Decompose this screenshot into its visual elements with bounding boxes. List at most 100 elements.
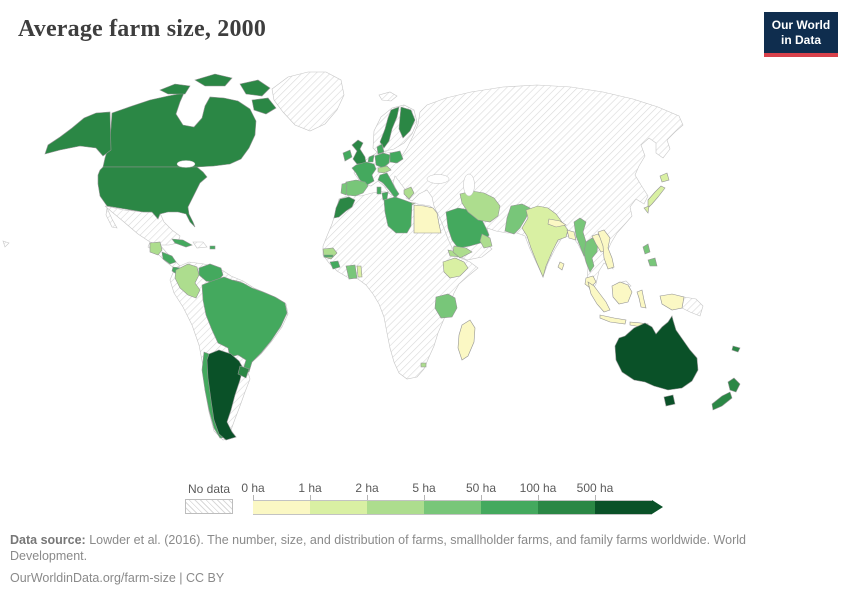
country-egypt[interactable] [413, 204, 442, 234]
legend-bucket-0–1 ha[interactable] [253, 500, 310, 515]
region-hawaii-no-data[interactable] [2, 240, 10, 248]
region-baja-no-data[interactable] [105, 206, 118, 229]
logo-line-1: Our World [771, 18, 831, 32]
data-source-text: Lowder et al. (2016). The number, size, … [10, 533, 746, 563]
country-ethiopia[interactable] [442, 257, 469, 279]
country-colombia[interactable] [174, 263, 201, 299]
country-tanzania[interactable] [434, 293, 458, 319]
legend-bucket-1–2 ha[interactable] [310, 500, 367, 515]
country-philippines-luzon[interactable] [642, 243, 651, 255]
data-source-label: Data source: [10, 533, 86, 547]
country-new-caledonia[interactable] [731, 345, 741, 353]
country-ireland[interactable] [342, 149, 353, 162]
country-japan-hokkaido[interactable] [659, 172, 670, 183]
country-france[interactable] [351, 161, 377, 186]
great-lakes [176, 160, 196, 168]
country-bangladesh[interactable] [566, 229, 577, 241]
footer-link[interactable]: OurWorldinData.org/farm-size | CC BY [10, 571, 225, 586]
legend-tick-label: 1 ha [298, 481, 322, 495]
country-italy[interactable] [377, 172, 400, 199]
country-madagascar[interactable] [457, 319, 476, 361]
region-iceland-no-data[interactable] [378, 91, 398, 102]
country-lesotho[interactable] [420, 362, 427, 368]
data-source-line: Data source: Lowder et al. (2016). The n… [10, 533, 805, 564]
country-yemen[interactable] [452, 245, 473, 259]
black-sea [426, 174, 450, 184]
legend-bucket-50–100 ha[interactable] [481, 500, 538, 515]
country-denmark[interactable] [376, 143, 385, 155]
country-libya[interactable] [383, 196, 413, 234]
legend-no-data-label: No data [187, 482, 231, 496]
country-netherlands[interactable] [367, 154, 375, 163]
country-brazil[interactable] [201, 276, 288, 373]
country-germany[interactable] [374, 152, 391, 169]
legend-no-data-block[interactable]: No data [185, 481, 233, 514]
country-sweden[interactable] [379, 106, 400, 149]
owid-logo[interactable]: Our World in Data [764, 12, 838, 57]
page-title: Average farm size, 2000 [18, 16, 267, 42]
country-canada-arctic-2[interactable] [194, 73, 233, 87]
country-italy-sardinia[interactable] [376, 186, 382, 195]
country-guatemala[interactable] [149, 241, 163, 256]
country-togo[interactable] [356, 265, 363, 278]
country-japan-kyushu[interactable] [643, 205, 650, 214]
region-hispaniola-no-data[interactable] [192, 241, 208, 249]
country-indonesia-borneo[interactable] [611, 281, 633, 305]
legend-bucket-over 500 ha[interactable] [595, 500, 652, 515]
country-canada-arctic-3[interactable] [239, 79, 271, 97]
country-nepal[interactable] [547, 218, 567, 228]
country-ghana[interactable] [345, 264, 358, 280]
country-canada-arctic-1[interactable] [159, 83, 191, 95]
country-austria[interactable] [377, 165, 392, 174]
country-vietnam[interactable] [597, 229, 615, 270]
country-oman[interactable] [479, 233, 493, 249]
country-argentina[interactable] [206, 349, 244, 441]
legend-tick-label: 2 ha [355, 481, 379, 495]
country-australia-tasmania[interactable] [663, 394, 676, 407]
country-uruguay[interactable] [237, 365, 250, 379]
country-finland[interactable] [398, 106, 416, 139]
country-puerto-rico[interactable] [209, 245, 216, 250]
country-new-zealand-north[interactable] [727, 377, 741, 393]
country-guinea[interactable] [329, 260, 341, 270]
legend-tick-label: 500 ha [576, 481, 614, 495]
legend-tick-label: 50 ha [465, 481, 497, 495]
region-papua-new-guinea-no-data[interactable] [681, 296, 704, 317]
country-spain[interactable] [343, 179, 369, 197]
legend-arrow-cap [652, 500, 663, 514]
legend-bucket-100–500 ha[interactable] [538, 500, 595, 515]
region-greenland-no-data[interactable] [271, 71, 345, 132]
logo-line-2: in Data [780, 33, 821, 47]
country-united-kingdom[interactable] [351, 139, 367, 165]
country-new-zealand-south[interactable] [711, 391, 733, 411]
country-canada-arctic-4[interactable] [251, 97, 277, 115]
country-sri-lanka[interactable] [557, 261, 565, 271]
country-indonesia-west-papua[interactable] [659, 293, 685, 311]
legend-bucket-5–50 ha[interactable] [424, 500, 481, 515]
country-poland[interactable] [389, 150, 404, 164]
legend-no-data-swatch [185, 499, 233, 514]
country-philippines-mindanao[interactable] [647, 257, 658, 267]
country-morocco[interactable] [333, 196, 356, 219]
country-portugal[interactable] [340, 182, 348, 196]
country-united-states[interactable] [97, 166, 208, 228]
country-indonesia-sumatra[interactable] [587, 281, 611, 313]
country-indonesia-sulawesi[interactable] [636, 289, 647, 309]
country-greece[interactable] [403, 186, 415, 200]
country-iran[interactable] [459, 190, 501, 223]
caspian-sea [463, 173, 475, 197]
country-gambia[interactable] [323, 254, 334, 258]
country-pakistan[interactable] [504, 203, 531, 235]
country-canada[interactable] [102, 92, 257, 168]
chart-footer: Data source: Lowder et al. (2016). The n… [10, 533, 805, 587]
country-japan-honshu[interactable] [647, 185, 666, 209]
country-united-states-alaska[interactable] [44, 111, 112, 157]
legend-tick-label: 100 ha [519, 481, 557, 495]
country-cuba[interactable] [171, 238, 193, 248]
country-australia[interactable] [614, 315, 699, 391]
legend-bucket-2–5 ha[interactable] [367, 500, 424, 515]
country-indonesia-java[interactable] [599, 314, 627, 325]
country-tunisia[interactable] [381, 191, 389, 201]
country-nicaragua[interactable] [161, 251, 177, 265]
